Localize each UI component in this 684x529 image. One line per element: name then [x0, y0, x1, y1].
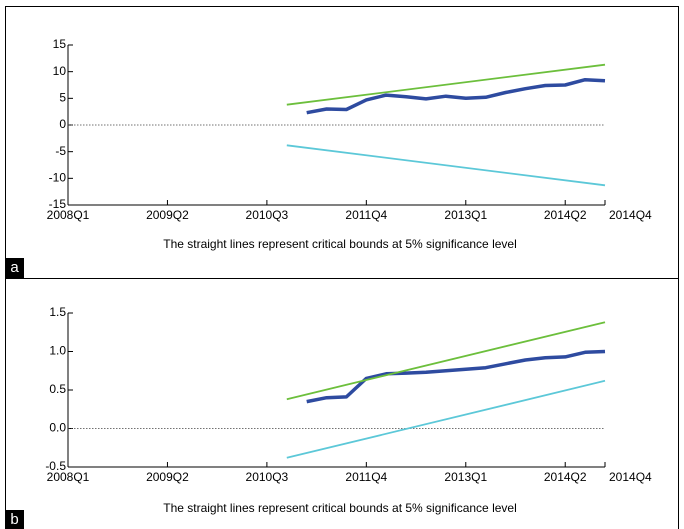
x-tick-label: 2010Q3	[246, 208, 289, 222]
y-tick-label: 0	[59, 117, 66, 131]
x-tick-label: 2011Q4	[345, 208, 387, 222]
y-tick-label: 1.5	[49, 305, 66, 319]
y-tick-label: 1.0	[49, 344, 66, 358]
x-tick-label: 2014Q4	[609, 470, 652, 484]
x-tick-label: 2014Q2	[544, 470, 587, 484]
x-tick-label: 2014Q4	[609, 208, 652, 222]
series-line	[306, 349, 606, 404]
panel-label: a	[10, 259, 19, 276]
y-tick-label: -15	[49, 197, 67, 211]
y-tick-label: 5	[59, 91, 66, 105]
x-tick-label: 2014Q2	[544, 208, 587, 222]
x-tick-label: 2013Q1	[444, 470, 487, 484]
x-tick-label: 2008Q1	[47, 208, 90, 222]
caption: The straight lines represent critical bo…	[163, 237, 517, 251]
x-tick-label: 2013Q1	[444, 208, 487, 222]
panel-label: b	[10, 511, 18, 528]
series-line	[286, 63, 606, 106]
y-tick-label: -0.5	[45, 459, 66, 473]
caption: The straight lines represent critical bo…	[163, 501, 517, 515]
y-tick-label: 0.5	[49, 382, 66, 396]
y-tick-label: 0.0	[49, 421, 66, 435]
y-tick-label: 10	[53, 64, 67, 78]
x-tick-label: 2008Q1	[47, 470, 90, 484]
y-tick-label: -5	[55, 144, 66, 158]
x-tick-label: 2009Q2	[146, 208, 189, 222]
y-tick-label: -10	[49, 171, 67, 185]
series-line	[286, 144, 606, 187]
panel-label-box	[5, 510, 24, 529]
series-line	[286, 321, 606, 401]
frame	[5, 6, 679, 529]
x-tick-label: 2010Q3	[246, 470, 289, 484]
x-tick-label: 2011Q4	[345, 470, 387, 484]
panel-label-box	[5, 258, 24, 278]
series-line	[286, 379, 606, 459]
x-tick-label: 2009Q2	[146, 470, 189, 484]
series-line	[306, 77, 606, 115]
y-tick-label: 15	[53, 37, 67, 51]
